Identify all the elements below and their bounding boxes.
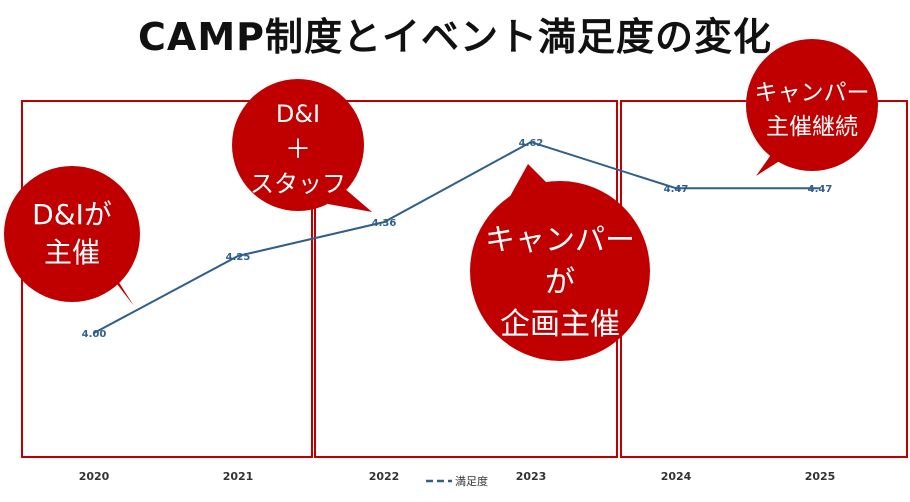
x-tick-layer: 2020 2021 2022 2023 2024 2025 [79,470,836,483]
x-tick-label: 2023 [516,470,547,483]
callout-cp: キャンパー が 企画主催 [470,164,650,361]
callout-cc-line-1: キャンパー [755,80,870,106]
x-tick-label: 2022 [369,470,400,483]
callout-ds-line-2: ＋ [285,135,311,165]
callout-cp-line-3: 企画主催 [500,307,620,342]
callout-da-line-1: D&Iが [32,198,112,231]
data-label: 4.47 [664,184,689,195]
callout-da-line-2: 主催 [44,236,100,269]
legend-label: 満足度 [455,474,488,488]
callout-ds-line-3: スタッフ [250,170,346,198]
callout-ds: D&I ＋ スタッフ [232,79,372,212]
callout-cc: キャンパー 主催継続 [746,39,878,176]
data-label-layer: 4.00 4.25 4.36 4.62 4.47 4.47 [82,138,833,340]
callout-da: D&Iが 主催 [4,166,140,306]
data-label: 4.00 [82,329,107,340]
x-tick-label: 2021 [223,470,254,483]
callout-cp-line-1: キャンパー [485,223,635,258]
data-label: 4.62 [519,138,544,149]
data-label: 4.36 [372,218,397,229]
series-line-satisfaction [93,140,820,334]
data-label: 4.25 [226,252,251,263]
series-line-layer [93,140,820,334]
x-tick-label: 2025 [805,470,836,483]
callout-ds-line-1: D&I [276,100,320,128]
data-label: 4.47 [808,184,833,195]
legend: 満足度 [426,474,488,488]
chart-title: CAMP制度とイベント満足度の変化 [138,15,772,59]
x-tick-label: 2020 [79,470,110,483]
x-tick-label: 2024 [661,470,692,483]
callout-cp-line-2: が [545,265,575,300]
callout-cc-line-2: 主催継続 [766,114,858,140]
